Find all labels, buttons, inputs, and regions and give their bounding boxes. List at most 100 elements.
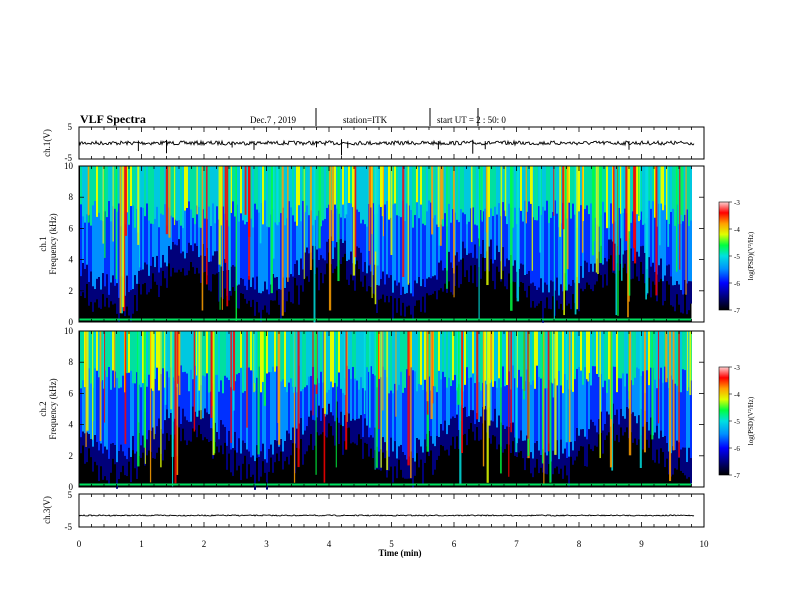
heatmap-cell <box>644 253 646 284</box>
heatmap-cell <box>430 166 432 204</box>
heatmap-cell <box>210 166 212 227</box>
heatmap-cell <box>668 264 670 285</box>
heatmap-cell <box>394 166 396 204</box>
heatmap-cell <box>178 220 180 240</box>
heatmap-cell <box>344 415 346 442</box>
heatmap-cell <box>84 166 86 224</box>
heatmap-cell <box>370 207 372 272</box>
heatmap-cell <box>316 166 318 217</box>
heatmap-cell <box>630 248 632 280</box>
heatmap-cell <box>260 392 262 452</box>
heatmap-cell <box>110 282 112 302</box>
heatmap-cell <box>420 286 422 312</box>
heatmap-cell <box>280 213 282 290</box>
heatmap-cell <box>290 378 292 441</box>
sferic-streak <box>566 166 569 270</box>
heatmap-cell <box>404 166 406 222</box>
heatmap-cell <box>180 365 182 425</box>
heatmap-cell <box>524 166 526 202</box>
heatmap-cell <box>148 275 150 293</box>
heatmap-cell <box>672 166 674 210</box>
heatmap-cell <box>242 331 244 394</box>
heatmap-cell <box>270 331 272 373</box>
x-tick-label: 10 <box>700 539 710 549</box>
heatmap-cell <box>626 407 628 428</box>
heatmap-cell <box>416 166 418 203</box>
heatmap-cell <box>296 225 298 261</box>
heatmap-cell <box>356 246 358 261</box>
heatmap-cell <box>634 377 636 417</box>
heatmap-cell <box>596 432 598 447</box>
sferic-streak <box>627 166 629 318</box>
heatmap-cell <box>468 416 470 430</box>
heatmap-cell <box>282 379 284 452</box>
heatmap-cell <box>120 331 122 388</box>
heatmap-cell <box>330 331 332 383</box>
heatmap-cell <box>300 391 302 419</box>
heatmap-cell <box>390 390 392 438</box>
heatmap-cell <box>690 458 692 484</box>
heatmap-cell <box>360 377 362 416</box>
heatmap-cell <box>614 243 616 274</box>
heatmap-cell <box>216 431 218 447</box>
heatmap-cell <box>442 226 444 271</box>
heatmap-cell <box>392 204 394 293</box>
heatmap-cell <box>504 331 506 387</box>
heatmap-cell <box>182 331 184 373</box>
heatmap-cell <box>400 444 402 470</box>
heatmap-cell <box>594 366 596 426</box>
heatmap-cell <box>170 413 172 435</box>
heatmap-cell <box>662 281 664 306</box>
heatmap-cell <box>588 272 590 285</box>
heatmap-cell <box>250 457 252 477</box>
heatmap-cell <box>396 166 398 216</box>
heatmap-cell <box>152 427 154 459</box>
heatmap-cell <box>272 274 274 301</box>
heatmap-cell <box>570 331 572 391</box>
heatmap-cell <box>570 285 572 310</box>
heatmap-cell <box>186 420 188 446</box>
sferic-streak <box>193 331 196 432</box>
heatmap-cell <box>562 393 564 454</box>
heatmap-cell <box>654 379 656 433</box>
heatmap-cell <box>346 261 348 280</box>
heatmap-cell <box>262 443 264 462</box>
heatmap-cell <box>154 166 156 220</box>
heatmap-cell <box>416 283 418 301</box>
heatmap-cell <box>426 211 428 279</box>
heatmap-cell <box>186 253 188 276</box>
heatmap-cell <box>466 254 468 271</box>
heatmap-cell <box>280 289 282 320</box>
heatmap-cell <box>104 286 106 307</box>
heatmap-cell <box>680 449 682 471</box>
heatmap-cell <box>492 331 494 388</box>
heatmap-cell <box>544 210 546 283</box>
heatmap-cell <box>474 383 476 425</box>
sferic-streak <box>599 331 601 459</box>
heatmap-cell <box>222 424 224 455</box>
heatmap-cell <box>132 166 134 207</box>
heatmap-cell <box>390 437 392 467</box>
heatmap-cell <box>512 265 514 282</box>
heatmap-cell <box>656 388 658 426</box>
sferic-streak <box>457 331 460 405</box>
heatmap-cell <box>690 380 692 459</box>
heatmap-cell <box>498 415 500 445</box>
heatmap-cell <box>120 444 122 473</box>
heatmap-cell <box>472 257 474 284</box>
heatmap-cell <box>504 386 506 430</box>
heatmap-cell <box>370 271 372 288</box>
heatmap-cell <box>614 331 616 368</box>
heatmap-cell <box>88 368 90 435</box>
heatmap-cell <box>232 201 234 266</box>
heatmap-cell <box>448 166 450 205</box>
heatmap-cell <box>550 280 552 310</box>
heatmap-cell <box>442 331 444 373</box>
heatmap-cell <box>350 420 352 444</box>
sferic-streak <box>315 331 317 475</box>
heatmap-cell <box>684 280 686 294</box>
heatmap-cell <box>220 225 222 267</box>
heatmap-cell <box>118 203 120 298</box>
heatmap-lowband <box>79 483 692 486</box>
sferic-streak <box>92 331 94 440</box>
